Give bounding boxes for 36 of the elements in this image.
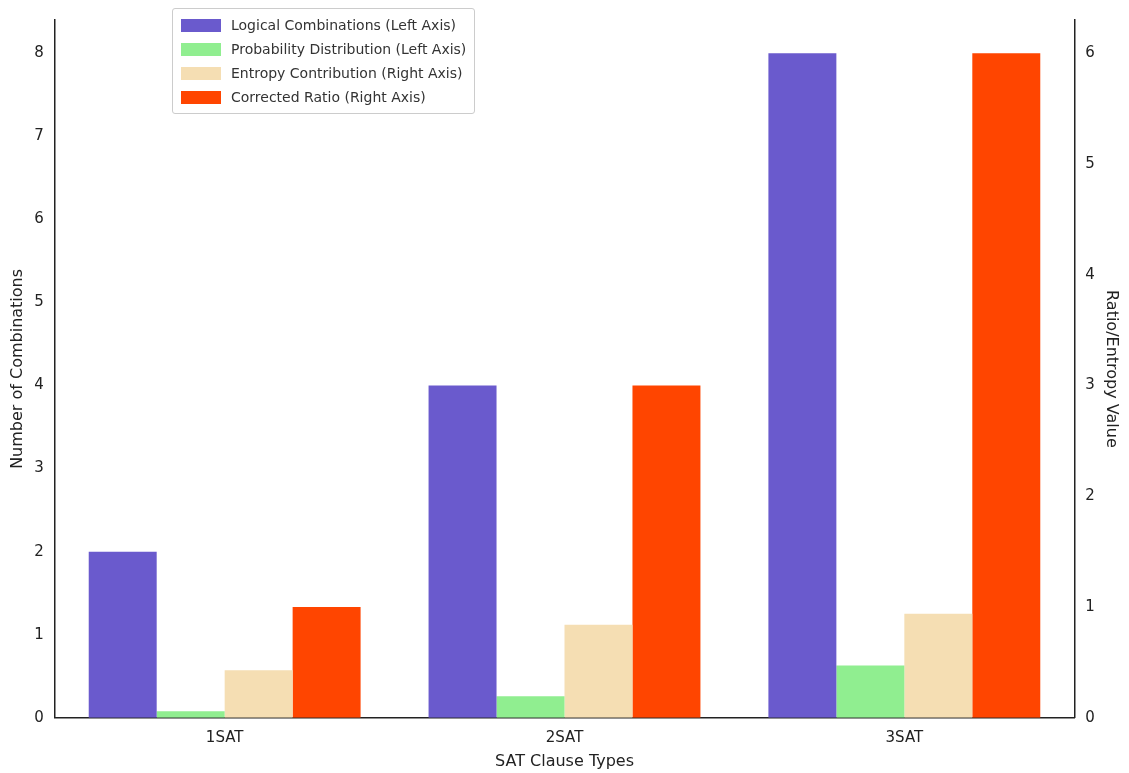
bar [564,624,633,718]
y2-tick-label: 1 [1085,596,1095,615]
y2-axis-title: Ratio/Entropy Value [1103,290,1123,448]
y-tick-label: 4 [34,375,44,394]
x-tick-label: 2SAT [545,727,585,746]
legend-label: Probability Distribution (Left Axis) [230,41,467,57]
bar [88,551,157,718]
legend-label: Logical Combinations (Left Axis) [230,17,457,33]
y2-tick-label: 5 [1085,153,1095,172]
y-tick-label: 0 [34,707,44,726]
bar [292,607,361,718]
bar [972,53,1041,718]
y-tick-label: 1 [34,624,44,643]
bar [156,711,225,718]
y2-tick-label: 0 [1085,707,1095,726]
x-axis-title: SAT Clause Types [495,750,634,770]
legend-label: Corrected Ratio (Right Axis) [230,89,426,105]
y-tick-label: 7 [34,126,44,145]
bar [224,670,293,718]
legend-label: Entropy Contribution (Right Axis) [230,65,463,81]
y-tick-label: 8 [34,43,44,62]
y2-tick-label: 4 [1085,264,1095,283]
y2-tick-label: 6 [1085,43,1095,62]
bar [428,385,497,718]
bar [632,385,701,718]
bar [496,696,565,718]
y-tick-label: 3 [34,458,44,477]
y-axis-title: Number of Combinations [6,268,26,469]
y-tick-label: 6 [34,209,44,228]
y2-tick-label: 3 [1085,375,1095,394]
bar [768,53,837,718]
y-tick-label: 2 [34,541,44,560]
x-tick-label: 1SAT [205,727,245,746]
y-tick-label: 5 [34,292,44,311]
x-tick-label: 3SAT [885,727,924,746]
y2-tick-label: 2 [1085,486,1095,505]
